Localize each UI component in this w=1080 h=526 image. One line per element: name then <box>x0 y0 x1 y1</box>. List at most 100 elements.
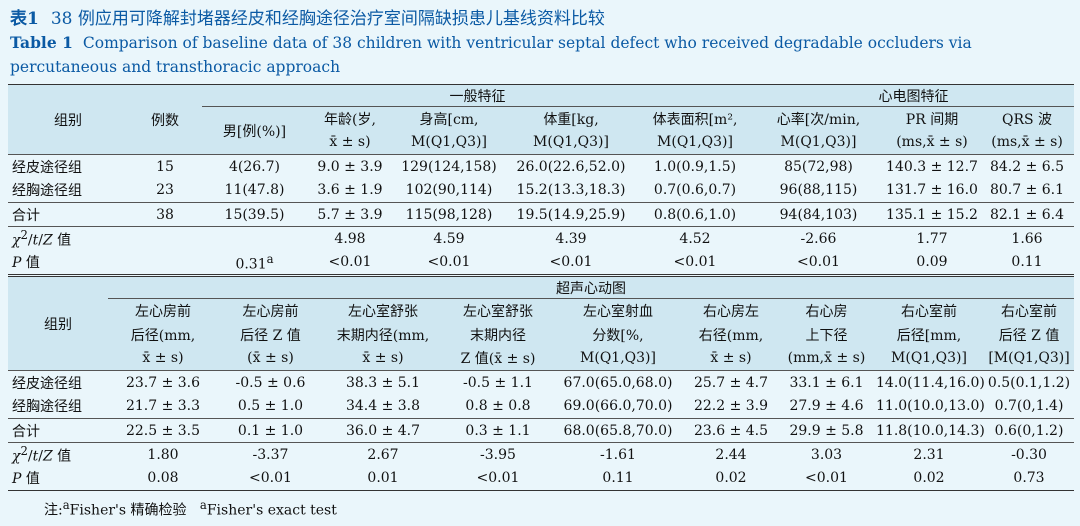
table-row: 合计 38 15(39.5) 5.7 ± 3.9 115(98,128) 19.… <box>8 202 1075 227</box>
cell: 0.09 <box>916 254 948 271</box>
cell: 0.5 ± 1.0 <box>237 398 304 415</box>
cell: 0.02 <box>715 470 747 487</box>
col-header-b: 后径(mm, <box>108 322 218 347</box>
p-label-tail: 值 <box>25 255 40 272</box>
col-header-b: M(Q1,Q3)] <box>505 130 637 155</box>
cell: 0.7(0.6,0.7) <box>653 182 737 199</box>
cell: 68.0(65.8,70.0) <box>563 422 673 439</box>
col-header-c: x̄ ± s) <box>683 346 779 371</box>
cell: 69.0(66.0,70.0) <box>563 398 673 415</box>
cell: 0.02 <box>913 470 945 487</box>
cell: 0.3 ± 1.1 <box>465 422 531 439</box>
cell: 2.31 <box>913 446 945 463</box>
header-ecg-features: 心电图特征 <box>753 84 1075 107</box>
cell: 4.59 <box>433 230 465 247</box>
cell: 140.3 ± 12.7 <box>886 158 978 175</box>
stat-row: χ2/t/Z 值 4.98 4.59 4.39 4.52 -2.66 1.77 … <box>8 226 1075 251</box>
cell: 19.5(14.9,25.9) <box>516 206 626 223</box>
p-label: P 值 <box>12 471 40 488</box>
table-row: 合计 22.5 ± 3.5 0.1 ± 1.0 36.0 ± 4.7 0.3 ±… <box>8 418 1075 443</box>
cell: 2.44 <box>715 446 747 463</box>
col-header-b: 后径 Z 值 <box>984 322 1075 347</box>
cell: 0.1 ± 1.0 <box>237 422 304 439</box>
cell: 94(84,103) <box>779 206 858 223</box>
table-row: 经皮途径组 15 4(26.7) 9.0 ± 3.9 129(124,158) … <box>8 154 1075 179</box>
col-header-c: [M(Q1,Q3)] <box>984 346 1075 371</box>
caption-cn-label: 表1 <box>10 9 39 29</box>
col-header-b: 分数[%, <box>553 322 683 347</box>
cell: 85(72,98) <box>784 158 853 175</box>
caption-en-label: Table 1 <box>10 33 73 52</box>
cell <box>128 227 202 251</box>
cell: 0.8(0.6,1.0) <box>653 206 737 223</box>
header-group: 组别 <box>8 276 108 371</box>
p-row: P 值 0.08 <0.01 0.01 <0.01 0.11 0.02 <0.0… <box>8 467 1075 491</box>
cell: 0.7(0,1.4) <box>994 398 1064 415</box>
col-header-c: Z 值(x̄ ± s) <box>443 346 553 371</box>
col-header-c: (mm,x̄ ± s) <box>779 346 874 371</box>
col-header-b: 右径(mm, <box>683 322 779 347</box>
cell: 129(124,158) <box>401 158 497 175</box>
cell: 23.7 ± 3.6 <box>125 374 201 391</box>
footnote-marker: a <box>199 498 207 512</box>
cell: 14.0(11.4,16.0) <box>876 374 984 391</box>
col-header-b: 后径 Z 值 <box>218 322 323 347</box>
cell: 38 <box>156 206 174 223</box>
col-header-a: 右心房 <box>779 298 874 323</box>
col-header-a: 体重[kg, <box>505 106 637 131</box>
cell: 27.9 ± 4.6 <box>789 398 864 415</box>
cell: 96(88,115) <box>779 182 858 199</box>
col-header-c: M(Q1,Q3)] <box>874 346 984 371</box>
cell: 1.66 <box>1011 230 1043 247</box>
cell: 11.8(10.0,14.3) <box>876 422 984 439</box>
cell: 115(98,128) <box>405 206 493 223</box>
baseline-table-part1: 组别 例数 一般特征 心电图特征 男[例(%)] 年龄(岁, 身高[cm, 体重… <box>8 84 1075 275</box>
cell: 9.0 ± 3.9 <box>317 158 383 175</box>
cell: 84.2 ± 6.5 <box>989 158 1065 175</box>
cell: 102(90,114) <box>405 182 493 199</box>
col-header-b: (ms,x̄ ± s) <box>884 130 980 155</box>
cell: 34.4 ± 3.8 <box>345 398 421 415</box>
cell: 36.0 ± 4.7 <box>345 422 421 439</box>
stat-label-tail: 值 <box>57 448 72 465</box>
cell: 23.6 ± 4.5 <box>693 422 769 439</box>
cell: 11(47.8) <box>224 182 285 199</box>
row-label: 合计 <box>12 207 40 224</box>
cell: -1.61 <box>600 446 636 463</box>
cell: 15.2(13.3,18.3) <box>516 182 626 199</box>
footnote-en: Fisher's exact test <box>206 502 337 519</box>
cell: <0.01 <box>427 254 471 271</box>
col-header-a: 左心室舒张 <box>443 298 553 323</box>
col-header-a: 右心室前 <box>874 298 984 323</box>
col-header-a: 右心房左 <box>683 298 779 323</box>
cell: 2.67 <box>367 446 399 463</box>
col-header-c: (x̄ ± s) <box>218 346 323 371</box>
cell: 1.80 <box>147 446 179 463</box>
cell: 0.5(0.1,1.2) <box>987 374 1071 391</box>
footnote-cn: Fisher's 精确检验 <box>69 502 187 519</box>
cell: -2.66 <box>800 230 837 247</box>
cell: 0.8 ± 0.8 <box>465 398 531 415</box>
table-row: 经胸途径组 21.7 ± 3.3 0.5 ± 1.0 34.4 ± 3.8 0.… <box>8 395 1074 419</box>
cell: <0.01 <box>249 470 292 487</box>
col-header-a: 体表面积[m², <box>637 106 753 131</box>
p-label: P 值 <box>12 255 40 272</box>
col-header-b: M(Q1,Q3)] <box>753 130 884 155</box>
cell: 1.0(0.9,1.5) <box>653 158 737 175</box>
cell: 11.0(10.0,13.0) <box>876 398 984 415</box>
cell: 22.2 ± 3.9 <box>693 398 769 415</box>
col-header-b: M(Q1,Q3)] <box>393 130 505 155</box>
col-header-a: 左心房前 <box>108 298 218 323</box>
cell: 4.98 <box>334 230 366 247</box>
cell: 23 <box>156 182 174 199</box>
cell: <0.01 <box>673 254 717 271</box>
cell: 0.31a <box>202 251 307 275</box>
table-row: 经胸途径组 23 11(47.8) 3.6 ± 1.9 102(90,114) … <box>8 179 1074 203</box>
col-header-a: PR 间期 <box>884 106 980 131</box>
header-group: 组别 <box>8 84 128 155</box>
cell: 80.7 ± 6.1 <box>989 182 1065 199</box>
col-header-male: 男[例(%)] <box>202 106 307 155</box>
cell: <0.01 <box>805 470 848 487</box>
col-header-b: 上下径 <box>779 322 874 347</box>
caption-cn-title: 38 例应用可降解封堵器经皮和经胸途径治疗室间隔缺损患儿基线资料比较 <box>50 9 605 29</box>
